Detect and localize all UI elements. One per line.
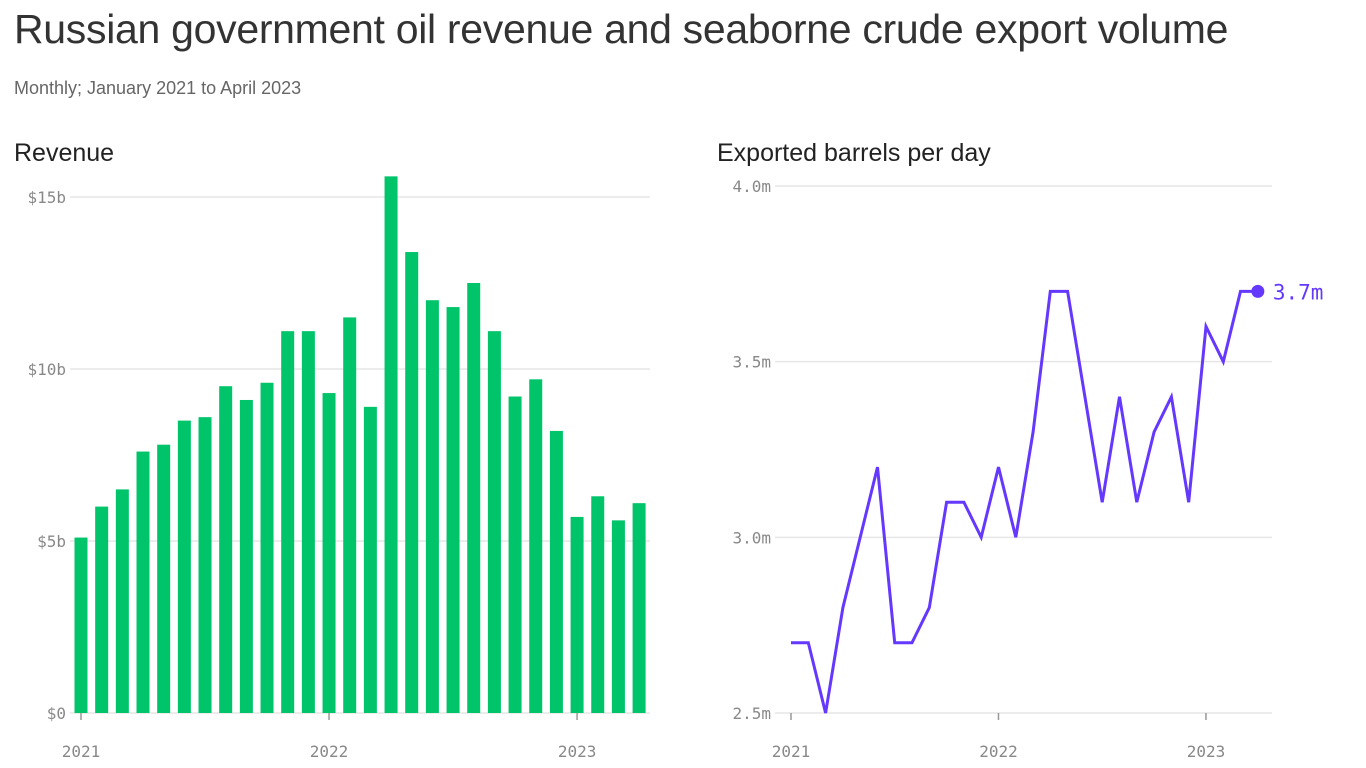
revenue-bar [198,417,212,713]
revenue-bar [508,396,522,713]
x-tick-label: 2023 [558,742,597,761]
y-tick-label: $10b [27,360,66,379]
revenue-bar [591,496,605,713]
y-tick-label: $15b [27,188,66,207]
revenue-bar [136,451,150,713]
revenue-bar [384,176,398,714]
revenue-bar [363,406,377,713]
x-tick-label: 2023 [1187,742,1226,761]
revenue-bar [446,307,460,713]
revenue-bar [95,506,109,713]
revenue-bar [219,386,233,713]
end-point-marker [1251,284,1265,298]
revenue-bar [74,537,88,713]
revenue-bar [425,300,439,713]
chart-subtitle: Monthly; January 2021 to April 2023 [14,78,302,98]
y-tick-label: 3.0m [732,528,771,547]
y-tick-label: 4.0m [732,177,771,196]
revenue-chart-title: Revenue [14,139,115,167]
revenue-bar [529,379,543,713]
exports-line [791,289,1258,714]
revenue-bar [322,393,336,713]
exports-chart-title: Exported barrels per day [717,139,991,167]
revenue-bar [239,399,253,713]
revenue-bar [570,516,584,713]
revenue-bar [487,331,501,713]
end-value-label: 3.7m [1273,280,1324,304]
x-tick-label: 2021 [62,742,101,761]
revenue-bar [405,252,419,714]
revenue-bar [301,331,315,713]
revenue-bar [260,382,274,713]
x-tick-label: 2022 [979,742,1018,761]
revenue-bar [549,430,563,713]
revenue-bar [343,317,357,713]
y-tick-label: $5b [37,532,66,551]
x-tick-label: 2021 [772,742,811,761]
x-tick-label: 2022 [310,742,349,761]
revenue-bar [157,444,171,713]
revenue-bar [467,283,481,713]
y-tick-label: 2.5m [732,704,771,723]
y-tick-label: $0 [47,704,66,723]
revenue-bar [632,503,646,713]
revenue-bar [281,331,295,713]
revenue-bar [611,520,625,713]
y-tick-label: 3.5m [732,353,771,372]
revenue-bar [177,420,191,713]
chart-title: Russian government oil revenue and seabo… [14,6,1229,52]
revenue-bar [115,489,129,713]
